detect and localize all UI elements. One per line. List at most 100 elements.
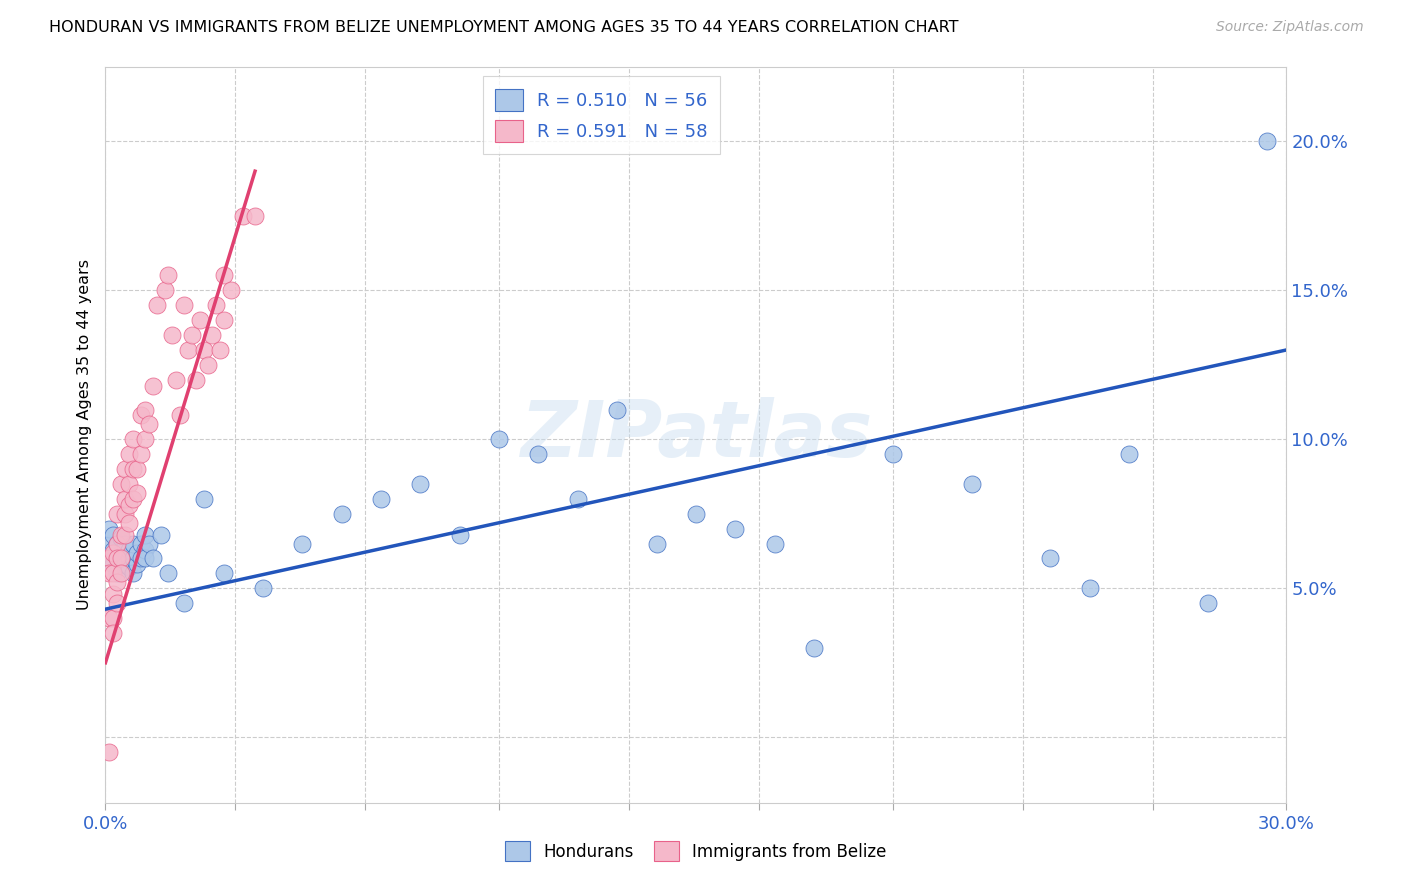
Point — [98, 536, 121, 550]
Point — [134, 433, 156, 447]
Text: ZIPatlas: ZIPatlas — [520, 397, 872, 473]
Point — [291, 536, 314, 550]
Point — [193, 491, 215, 506]
Point — [110, 545, 132, 559]
Point — [149, 527, 172, 541]
Point — [201, 328, 224, 343]
Point — [162, 328, 184, 343]
Point — [98, 566, 121, 581]
Point — [125, 462, 148, 476]
Point — [118, 447, 141, 461]
Point — [118, 560, 141, 574]
Point — [212, 268, 235, 283]
Point — [114, 542, 136, 557]
Text: Source: ZipAtlas.com: Source: ZipAtlas.com — [1216, 20, 1364, 34]
Point — [125, 486, 148, 500]
Point — [103, 611, 125, 625]
Point — [409, 477, 432, 491]
Point — [252, 582, 274, 596]
Point — [114, 558, 136, 572]
Point — [1118, 447, 1140, 461]
Point — [188, 313, 211, 327]
Point — [105, 551, 128, 566]
Point — [134, 551, 156, 566]
Point — [105, 536, 128, 550]
Point — [103, 566, 125, 581]
Point — [221, 284, 243, 298]
Point — [114, 462, 136, 476]
Point — [122, 566, 145, 581]
Point — [118, 477, 141, 491]
Point — [138, 536, 160, 550]
Point — [110, 477, 132, 491]
Point — [488, 433, 510, 447]
Point — [122, 462, 145, 476]
Point — [960, 477, 983, 491]
Point — [122, 536, 145, 550]
Point — [204, 298, 226, 312]
Point — [129, 551, 152, 566]
Text: HONDURAN VS IMMIGRANTS FROM BELIZE UNEMPLOYMENT AMONG AGES 35 TO 44 YEARS CORREL: HONDURAN VS IMMIGRANTS FROM BELIZE UNEMP… — [49, 20, 959, 35]
Point — [169, 409, 191, 423]
Point — [803, 640, 825, 655]
Point — [173, 596, 195, 610]
Point — [103, 587, 125, 601]
Point — [134, 542, 156, 557]
Point — [157, 268, 180, 283]
Point — [449, 527, 471, 541]
Point — [177, 343, 200, 357]
Point — [114, 527, 136, 541]
Point — [118, 542, 141, 557]
Point — [165, 373, 187, 387]
Point — [114, 507, 136, 521]
Point — [243, 209, 266, 223]
Point — [138, 417, 160, 432]
Point — [645, 536, 668, 550]
Point — [1039, 551, 1062, 566]
Point — [153, 284, 176, 298]
Point — [105, 566, 128, 581]
Point — [1256, 135, 1278, 149]
Point — [103, 527, 125, 541]
Point — [134, 527, 156, 541]
Point — [567, 491, 589, 506]
Point — [110, 551, 132, 566]
Point — [193, 343, 215, 357]
Point — [105, 596, 128, 610]
Point — [184, 373, 207, 387]
Point — [103, 626, 125, 640]
Point — [125, 558, 148, 572]
Point — [882, 447, 904, 461]
Point — [105, 507, 128, 521]
Point — [208, 343, 231, 357]
Point — [110, 558, 132, 572]
Point — [142, 551, 165, 566]
Point — [110, 566, 132, 581]
Point — [129, 409, 152, 423]
Point — [103, 558, 125, 572]
Point — [122, 551, 145, 566]
Point — [98, 611, 121, 625]
Point — [129, 536, 152, 550]
Point — [370, 491, 392, 506]
Point — [125, 545, 148, 559]
Point — [606, 402, 628, 417]
Point — [114, 536, 136, 550]
Legend: Hondurans, Immigrants from Belize: Hondurans, Immigrants from Belize — [499, 834, 893, 868]
Point — [103, 542, 125, 557]
Point — [232, 209, 254, 223]
Point — [98, 745, 121, 759]
Point — [181, 328, 204, 343]
Point — [105, 551, 128, 566]
Point — [330, 507, 353, 521]
Point — [105, 536, 128, 550]
Point — [157, 566, 180, 581]
Point — [142, 378, 165, 392]
Point — [145, 298, 167, 312]
Point — [105, 575, 128, 590]
Point — [685, 507, 707, 521]
Point — [118, 516, 141, 530]
Point — [197, 358, 219, 372]
Point — [98, 551, 121, 566]
Point — [118, 551, 141, 566]
